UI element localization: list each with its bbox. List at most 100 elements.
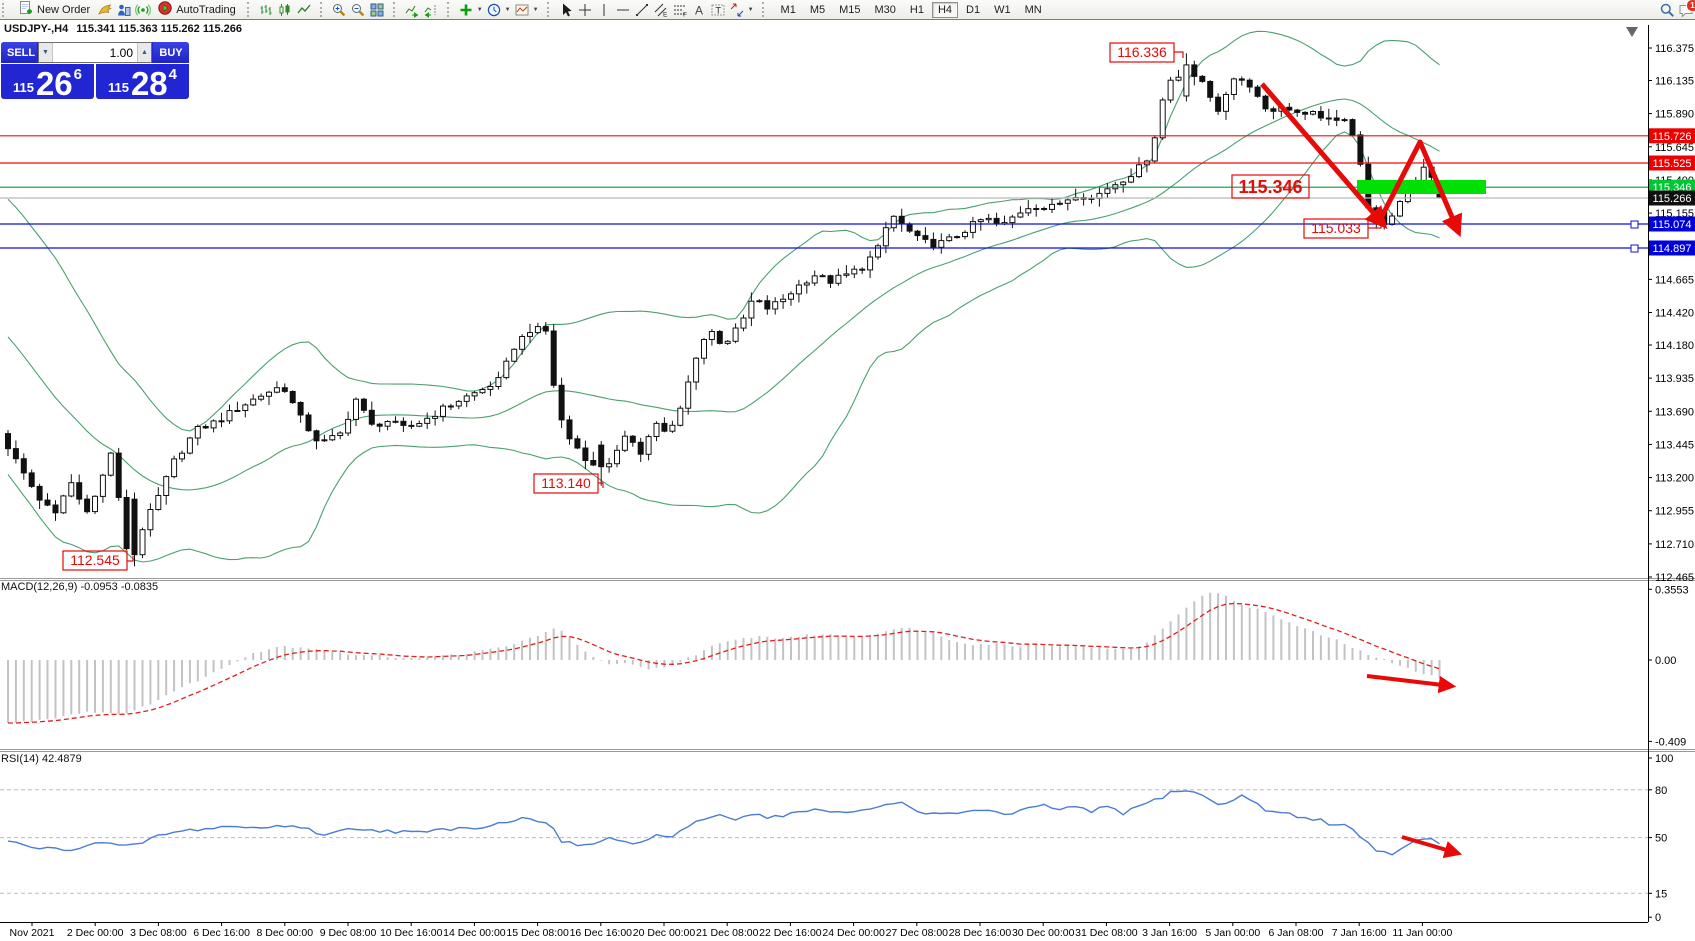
- arrows-icon[interactable]: [728, 1, 747, 18]
- volume-value[interactable]: 1.00: [109, 45, 133, 60]
- zoom-out-icon[interactable]: [349, 1, 368, 18]
- fibonacci-icon[interactable]: F: [671, 1, 690, 18]
- svg-text:100: 100: [1655, 753, 1673, 765]
- timeframe-button-h1[interactable]: H1: [909, 3, 924, 16]
- svg-text:0.00: 0.00: [1655, 655, 1676, 667]
- auto-scroll-icon[interactable]: [403, 1, 422, 18]
- svg-text:31 Dec 08:00: 31 Dec 08:00: [1075, 927, 1138, 939]
- time-axis[interactable]: Nov 2021 2 Dec 00:00 3 Dec 08:00 6 Dec 16:0…: [10, 922, 1453, 939]
- indicators-icon[interactable]: [457, 1, 476, 18]
- chart-line-icon[interactable]: [295, 1, 314, 18]
- svg-text:50: 50: [1655, 833, 1667, 845]
- text-icon[interactable]: A: [690, 1, 709, 18]
- new-order-button[interactable]: New Order: [13, 1, 95, 18]
- trend-arrow-1[interactable]: [1260, 82, 1388, 229]
- strategy-tester-icon[interactable]: [133, 1, 152, 18]
- chat-icon[interactable]: 1: [1676, 0, 1695, 18]
- horizontal-line-icon[interactable]: [614, 1, 633, 18]
- svg-text:15: 15: [1655, 888, 1667, 900]
- market-watch-icon[interactable]: [95, 1, 114, 18]
- toolbar-separator: [392, 2, 399, 17]
- dropdown-caret-icon[interactable]: ▼: [504, 6, 511, 13]
- annotation-116.336[interactable]: 116.336: [1109, 42, 1184, 63]
- svg-text:80: 80: [1655, 785, 1667, 797]
- dropdown-caret-icon[interactable]: ▼: [532, 6, 539, 13]
- dropdown-caret-icon[interactable]: ▼: [747, 6, 754, 13]
- rsi-arrow[interactable]: [1401, 835, 1463, 859]
- annotation-112.545[interactable]: 112.545: [62, 550, 134, 571]
- volume-decrease-button[interactable]: ▼: [39, 43, 53, 62]
- autotrading-button-icon: [157, 0, 173, 19]
- sell-price-sup: 6: [73, 66, 83, 83]
- rsi-indicator-label: RSI(14) 42.4879: [1, 753, 82, 765]
- highlight-bar[interactable]: [1357, 180, 1486, 194]
- macd-arrow[interactable]: [1366, 674, 1457, 694]
- timeframe-button-d1[interactable]: D1: [966, 3, 981, 16]
- panel-separators[interactable]: [0, 578, 1695, 752]
- channel-icon[interactable]: E: [652, 1, 671, 18]
- svg-text:115.074: 115.074: [1653, 219, 1692, 231]
- notification-badge: 1: [1686, 0, 1695, 12]
- svg-text:115.346: 115.346: [1238, 177, 1302, 197]
- chart-shift-icon[interactable]: [422, 1, 441, 18]
- svg-text:T: T: [716, 5, 722, 15]
- svg-text:7 Jan 16:00: 7 Jan 16:00: [1332, 927, 1387, 939]
- chart-candles-icon[interactable]: [276, 1, 295, 18]
- text-label-icon[interactable]: T: [709, 1, 728, 18]
- svg-text:113.140: 113.140: [541, 475, 591, 491]
- buy-price-sup: 4: [168, 66, 178, 83]
- sell-button[interactable]: SELL: [1, 42, 37, 63]
- timeframe-button-m5[interactable]: M5: [809, 3, 826, 16]
- price-badge-115.525: 115.525: [1649, 155, 1695, 171]
- annotation-115.033[interactable]: 115.033: [1303, 218, 1382, 239]
- timeframe-button-h4[interactable]: H4: [931, 1, 959, 18]
- bollinger-lower-band: [7, 131, 1440, 563]
- timeframe-button-m30[interactable]: M30: [874, 3, 896, 16]
- dropdown-caret-icon[interactable]: ▼: [476, 6, 483, 13]
- annotation-113.140[interactable]: 113.140: [533, 473, 604, 494]
- toolbar-separator: [446, 2, 453, 17]
- tile-windows-icon[interactable]: [368, 1, 387, 18]
- timeframe-toolbar: M1 M5 M15 M30 H1 H4 D1 W1 MN: [774, 1, 1049, 18]
- buy-price-display[interactable]: 115 28 4: [96, 64, 189, 100]
- trend-arrow-2[interactable]: [1376, 139, 1463, 238]
- toolbar-separator: [761, 2, 768, 17]
- svg-text:2 Dec 00:00: 2 Dec 00:00: [67, 927, 124, 939]
- rsi-line: [7, 790, 1440, 856]
- data-window-icon[interactable]: [114, 1, 133, 18]
- trendline-icon[interactable]: [633, 1, 652, 18]
- sell-price-big: 26: [35, 65, 73, 102]
- symbol-period-label: USDJPY-,H4: [4, 23, 69, 35]
- sell-price-display[interactable]: 115 26 6: [1, 64, 94, 102]
- main-toolbar: New Order AutoTrading ▼ ▼ ▼ E F A T ▼ M1 M5 M15 M30 H1…: [0, 0, 1695, 20]
- timeframe-button-w1[interactable]: W1: [994, 3, 1011, 16]
- svg-text:20 Dec 00:00: 20 Dec 00:00: [633, 927, 696, 939]
- svg-text:8 Dec 00:00: 8 Dec 00:00: [256, 927, 313, 939]
- line-drag-handle[interactable]: [1630, 244, 1639, 253]
- chart-shift-marker[interactable]: [1626, 27, 1638, 37]
- svg-text:A: A: [695, 3, 703, 17]
- crosshair-icon[interactable]: [576, 1, 595, 18]
- templates-icon[interactable]: [513, 1, 532, 18]
- annotation-115.346[interactable]: 115.346: [1231, 174, 1310, 199]
- toolbar-drag-handle[interactable]: [2, 2, 10, 17]
- timeframe-button-m1[interactable]: M1: [780, 3, 796, 16]
- autotrading-button[interactable]: AutoTrading: [152, 1, 241, 18]
- svg-text:116.135: 116.135: [1655, 76, 1694, 88]
- zoom-in-icon[interactable]: [330, 1, 349, 18]
- price-axis[interactable]: 116.375116.135115.890115.645115.400115.1…: [1648, 25, 1695, 924]
- timeframe-button-m15[interactable]: M15: [839, 3, 861, 16]
- volume-increase-button[interactable]: ▲: [137, 43, 151, 62]
- svg-text:115.890: 115.890: [1655, 109, 1694, 121]
- periods-icon[interactable]: [485, 1, 504, 18]
- svg-text:114.665: 114.665: [1655, 274, 1694, 286]
- line-drag-handle[interactable]: [1630, 220, 1639, 229]
- vertical-line-icon[interactable]: [595, 1, 614, 18]
- volume-stepper[interactable]: ▼ 1.00 ▲: [38, 42, 152, 63]
- cursor-icon[interactable]: [557, 1, 576, 18]
- timeframe-button-mn[interactable]: MN: [1024, 3, 1042, 16]
- svg-text:24 Dec 00:00: 24 Dec 00:00: [822, 927, 885, 939]
- search-icon[interactable]: [1657, 1, 1676, 18]
- buy-button[interactable]: BUY: [153, 42, 189, 63]
- chart-bars-icon[interactable]: [257, 1, 276, 18]
